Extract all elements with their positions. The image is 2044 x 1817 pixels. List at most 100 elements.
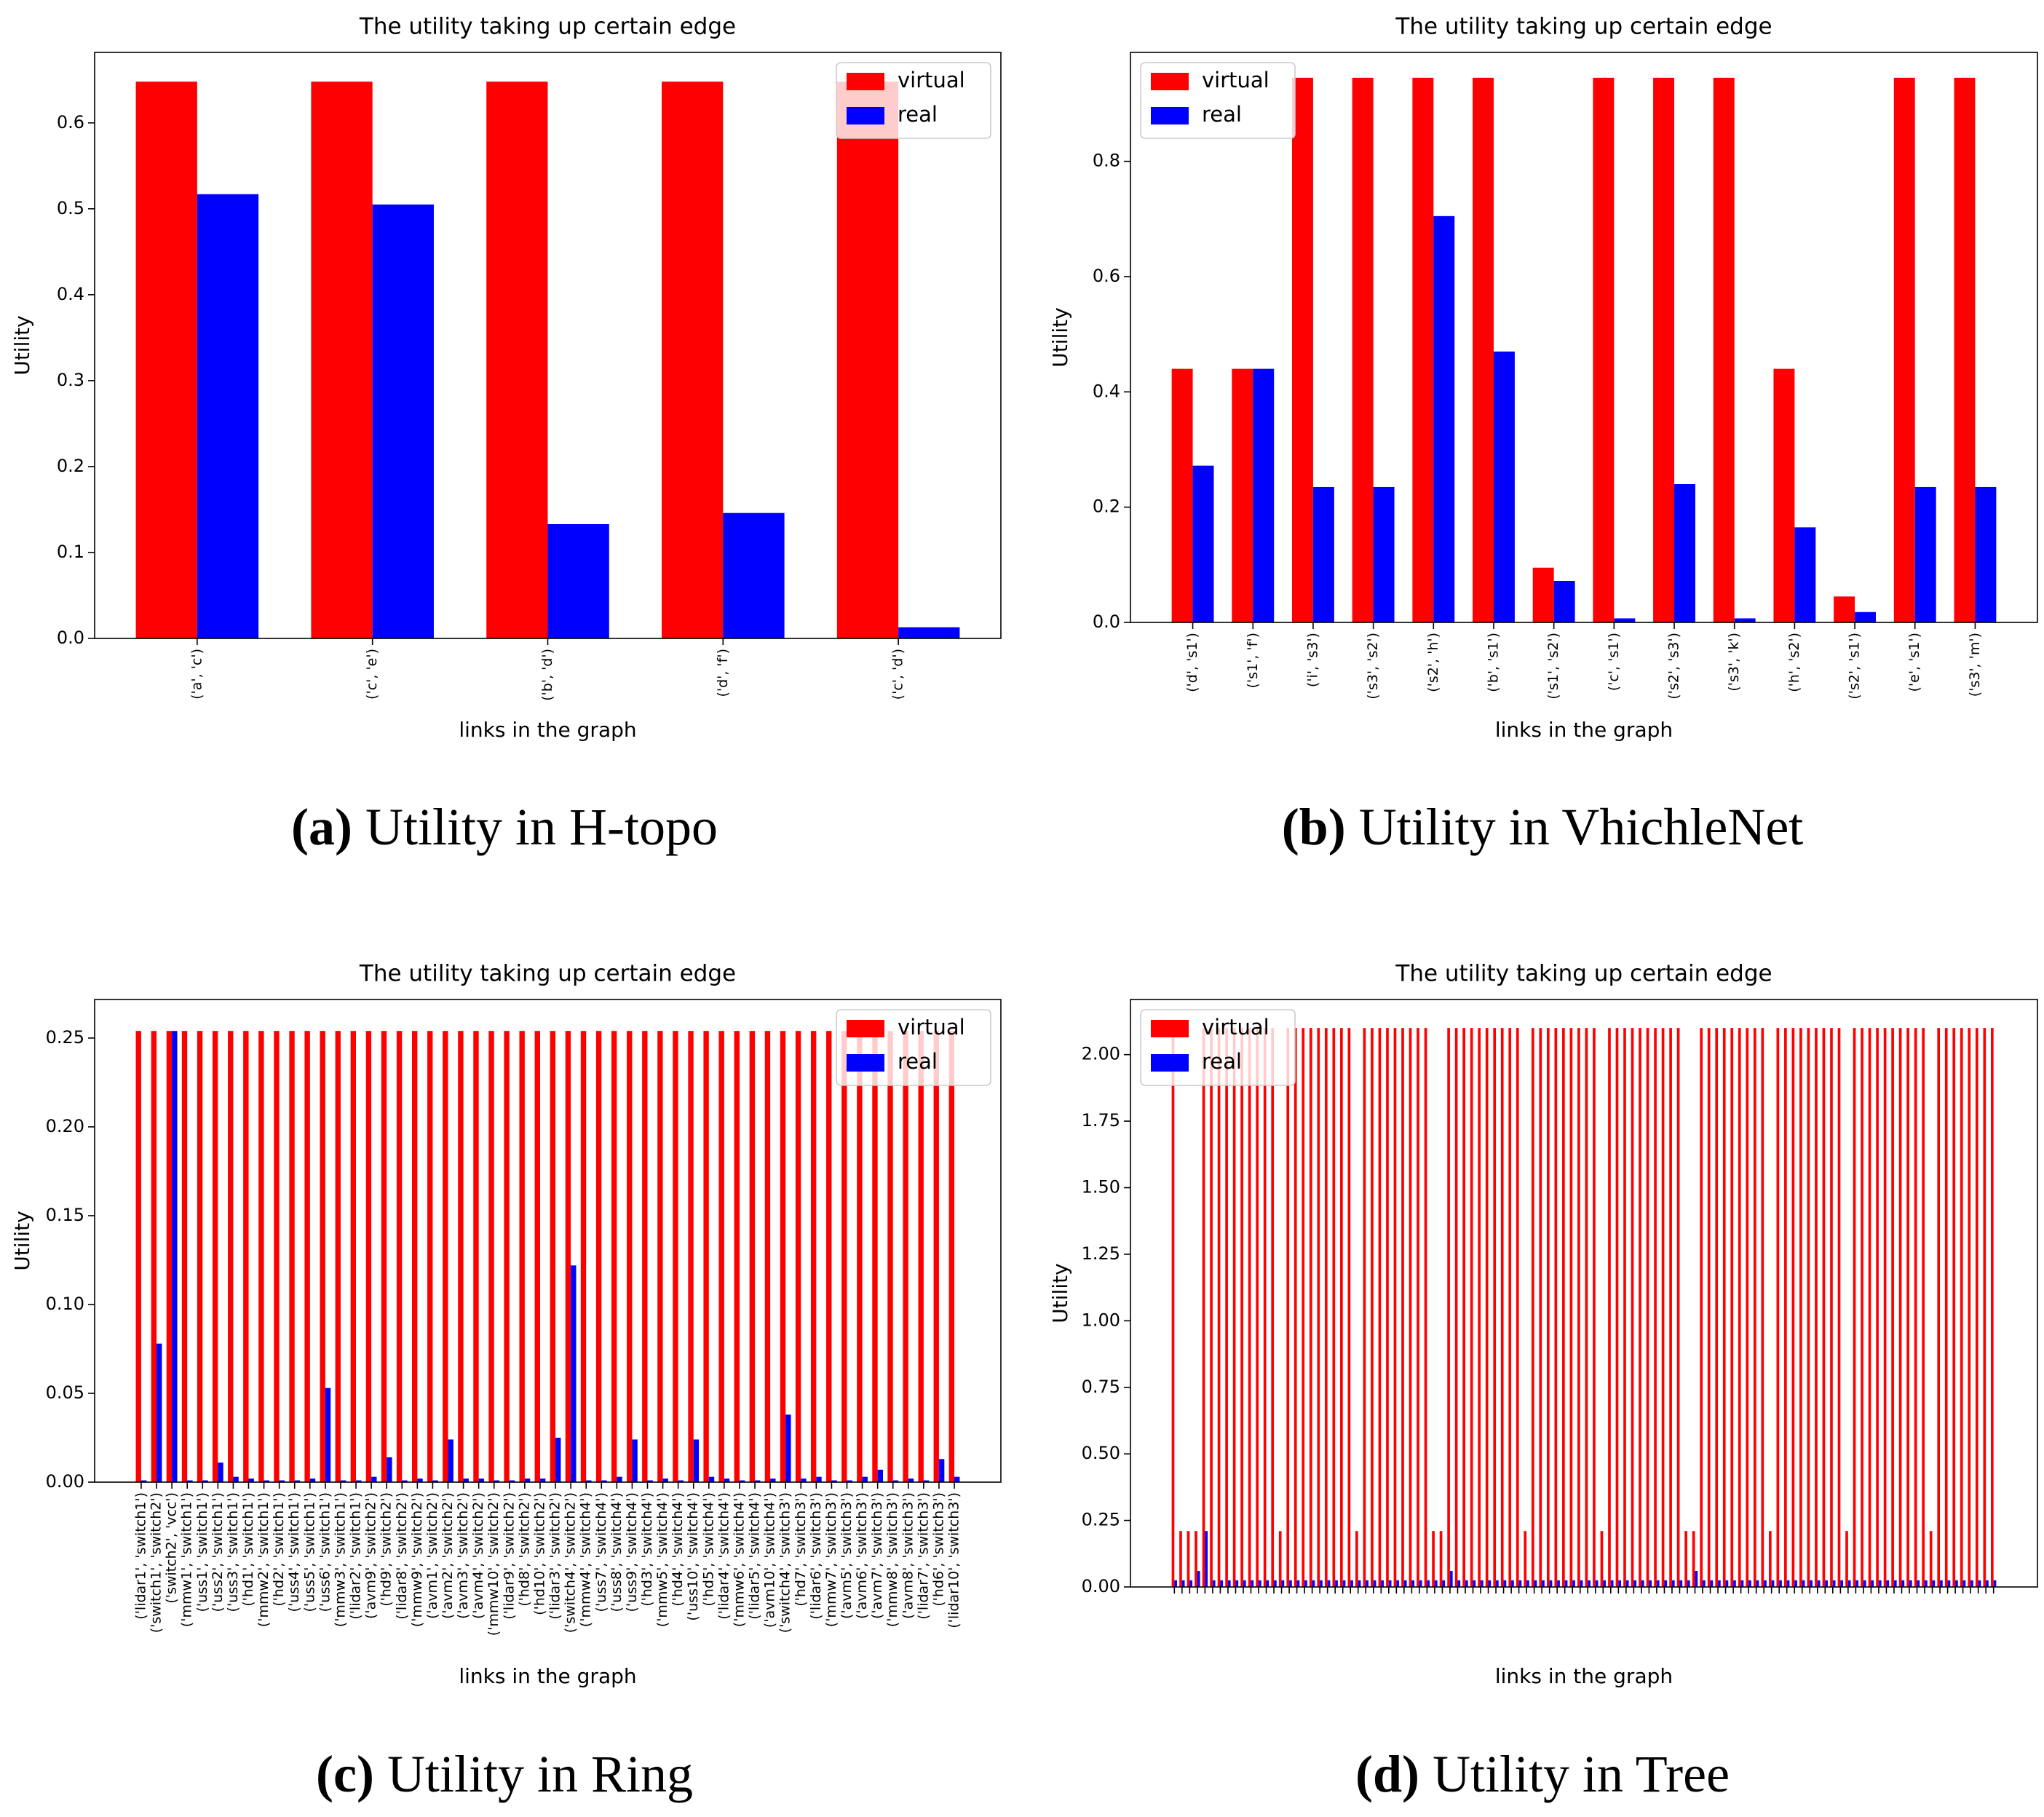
x-tick-label: ('mmw8', 'switch3') — [884, 1492, 900, 1627]
bar — [1457, 1580, 1461, 1587]
bar — [780, 1031, 786, 1482]
bar — [1633, 1580, 1637, 1587]
bar — [1991, 1028, 1994, 1587]
legend-label: virtual — [1202, 1015, 1269, 1040]
x-tick-label: ('hd4', 'switch4') — [670, 1492, 686, 1607]
bar — [1534, 1580, 1537, 1587]
bar — [427, 1031, 433, 1482]
x-tick-label: ('s2', 's3') — [1666, 633, 1682, 700]
x-tick-label: ('mmw3', 'switch1') — [332, 1492, 348, 1627]
bar — [1664, 1580, 1668, 1587]
bar — [611, 1031, 617, 1482]
bar — [387, 1457, 392, 1482]
bar — [1225, 1028, 1228, 1587]
x-tick-label: ('lidar4', 'switch4') — [716, 1492, 732, 1620]
x-axis-label: links in the graph — [1495, 1664, 1673, 1688]
bar — [294, 1480, 301, 1482]
bar — [1878, 1580, 1882, 1587]
bar — [1925, 1580, 1928, 1587]
bar — [1853, 1028, 1856, 1587]
bar — [1695, 1571, 1698, 1587]
y-tick-label: 0.4 — [57, 284, 84, 304]
bar — [1531, 1028, 1534, 1587]
bar — [1227, 1580, 1231, 1587]
bar — [1817, 1580, 1821, 1587]
bar — [872, 1031, 878, 1482]
legend: virtual real — [1140, 62, 1296, 139]
bar — [1549, 1580, 1553, 1587]
bar — [1358, 1580, 1361, 1587]
bar — [1975, 486, 1997, 622]
bar — [1756, 1580, 1759, 1587]
bar — [1481, 1580, 1484, 1587]
x-tick-label: ('hd2', 'switch1') — [271, 1492, 287, 1607]
y-axis-label: Utility — [1048, 1263, 1072, 1323]
bar — [181, 1031, 188, 1482]
bar — [443, 1031, 448, 1482]
bar — [335, 1031, 341, 1482]
bar — [1893, 1580, 1897, 1587]
bar — [1412, 77, 1434, 622]
x-tick-label: ('switch4', 'switch3') — [777, 1492, 793, 1633]
legend-swatch — [1151, 73, 1189, 90]
bar — [1952, 1028, 1956, 1587]
x-tick-label: ('mmw1', 'switch1') — [179, 1492, 195, 1627]
x-tick-label: ('d', 'f') — [715, 649, 731, 697]
bar — [580, 1031, 587, 1482]
bar — [1983, 1028, 1986, 1587]
bar — [1419, 1580, 1422, 1587]
bar — [1580, 1580, 1583, 1587]
bar — [1898, 1028, 1902, 1587]
bar — [289, 1031, 295, 1482]
bar — [1585, 1028, 1588, 1587]
bar — [1366, 1580, 1368, 1587]
bar — [1703, 1580, 1706, 1587]
y-tick-label: 0.10 — [46, 1294, 84, 1314]
bar — [1954, 77, 1976, 622]
bar — [1832, 1580, 1836, 1587]
bar — [1562, 1028, 1565, 1587]
bar — [1845, 1531, 1848, 1587]
bar — [1488, 1580, 1492, 1587]
bar — [309, 1478, 316, 1482]
bar — [1181, 1580, 1185, 1587]
bar — [1312, 1580, 1315, 1587]
y-tick-label: 0.00 — [1082, 1576, 1120, 1596]
x-tick-label: ('b', 'd') — [539, 649, 555, 701]
y-tick-label: 1.25 — [1082, 1243, 1120, 1264]
bar — [1807, 1028, 1810, 1587]
bar — [233, 1476, 239, 1482]
bar — [264, 1480, 269, 1482]
bar — [1768, 1531, 1772, 1587]
bar — [1734, 618, 1756, 622]
bar — [862, 1476, 868, 1482]
bar — [1893, 77, 1915, 622]
bar — [1740, 1580, 1744, 1587]
bar — [1901, 1580, 1905, 1587]
caption-text: Utility in VhichleNet — [1359, 798, 1804, 856]
chart: 0.00 0.05 0.10 0.15 0.20 0.25 ('lidar1', 'swit… — [10, 961, 1002, 1688]
bar — [1940, 1580, 1943, 1587]
bar — [898, 627, 960, 638]
bar — [1863, 1580, 1866, 1587]
bar — [1577, 1028, 1580, 1587]
x-tick-label: ('c', 'e') — [364, 649, 380, 700]
x-tick-label: ('switch1', 'switch2') — [148, 1492, 165, 1633]
bar — [1722, 1028, 1726, 1587]
bar — [688, 1031, 694, 1482]
bar — [1671, 1580, 1675, 1587]
bar — [1593, 77, 1615, 622]
x-tick-label: ('switch4', 'switch2') — [563, 1492, 579, 1633]
bar — [1595, 1580, 1599, 1587]
bar — [274, 1031, 280, 1482]
bar — [1304, 1580, 1307, 1587]
x-tick-label: ('lidar7', 'switch3') — [915, 1492, 931, 1620]
y-tick-label: 0.50 — [1082, 1443, 1120, 1463]
bar — [1309, 1028, 1312, 1587]
bar — [1914, 1028, 1917, 1587]
bar — [826, 1031, 832, 1482]
legend-swatch — [1151, 1020, 1189, 1037]
bar — [1411, 1580, 1415, 1587]
y-tick-label: 0.6 — [57, 112, 84, 132]
legend-swatch — [1151, 107, 1189, 124]
